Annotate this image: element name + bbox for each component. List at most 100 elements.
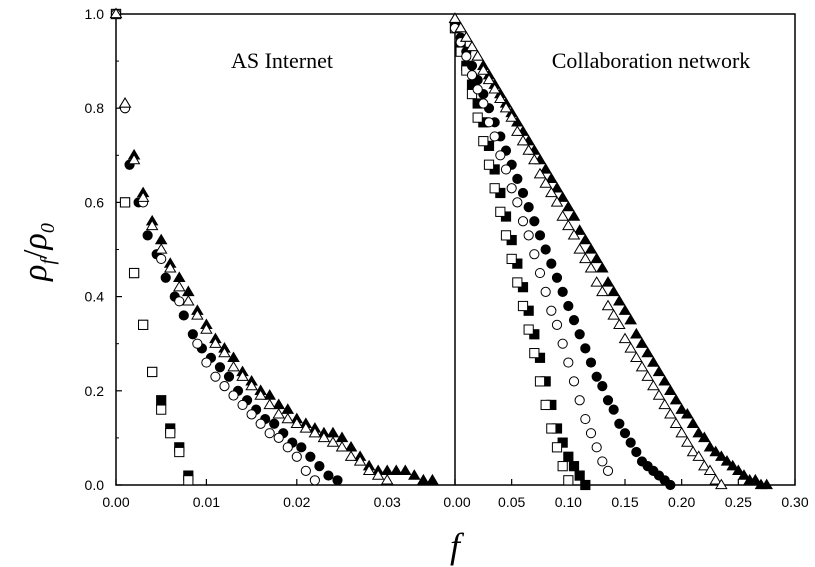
data-point-triangle-filled	[550, 181, 564, 193]
data-point-triangle-open	[647, 379, 660, 391]
x-tick-label: 0.05	[498, 494, 525, 510]
data-point-triangle-open	[635, 360, 649, 372]
data-point-triangle-open	[488, 82, 501, 94]
data-point-circle-open	[557, 338, 568, 349]
x-tick-label: 0.03	[374, 494, 401, 510]
data-point-circle-filled	[178, 310, 189, 321]
data-point-triangle-filled	[726, 459, 739, 471]
data-point-triangle-open	[454, 21, 467, 33]
data-point-circle-filled	[523, 202, 534, 213]
data-point-circle-open	[309, 475, 320, 486]
data-point-triangle-open	[567, 228, 581, 240]
data-point-circle-open	[506, 183, 517, 194]
data-point-triangle-filled	[760, 478, 773, 490]
data-point-circle-open	[264, 428, 275, 439]
data-point-triangle-open	[596, 285, 609, 297]
data-point-square-open	[156, 404, 167, 415]
data-point-triangle-filled	[703, 440, 717, 452]
data-point-circle-filled	[305, 451, 316, 462]
data-point-square-open	[500, 230, 512, 241]
data-point-triangle-open	[573, 243, 586, 254]
data-point-circle-filled	[323, 470, 334, 481]
data-point-circle-open	[472, 84, 483, 95]
data-point-triangle-filled	[652, 365, 666, 377]
data-point-triangle-open	[299, 422, 313, 433]
data-point-triangle-open	[465, 40, 479, 52]
data-point-circle-open	[546, 305, 557, 316]
data-point-triangle-filled	[545, 172, 558, 184]
data-point-triangle-filled	[664, 384, 677, 395]
data-point-triangle-open	[127, 153, 141, 165]
data-point-square-open	[478, 136, 489, 147]
data-point-triangle-open	[533, 167, 547, 179]
data-point-circle-filled	[608, 404, 619, 415]
x-tick-label: 0.30	[781, 494, 808, 510]
data-point-circle-open	[540, 286, 551, 297]
data-point-circle-open	[483, 117, 495, 128]
y-label-rho-f: ρ	[17, 265, 54, 282]
data-point-square-open	[517, 300, 529, 312]
data-point-circle-filled	[619, 428, 631, 439]
data-point-triangle-open	[528, 153, 541, 165]
data-point-triangle-filled	[618, 304, 632, 315]
y-tick-label: 1.0	[85, 6, 105, 22]
data-point-circle-filled	[512, 173, 523, 184]
data-point-triangle-open	[477, 64, 490, 75]
data-point-square-filled	[580, 479, 591, 491]
data-point-triangle-open	[709, 473, 722, 485]
data-point-triangle-open	[362, 464, 376, 476]
y-tick-label: 0.4	[85, 289, 105, 305]
data-point-triangle-open	[380, 473, 394, 485]
y-label-slash: /	[17, 249, 54, 259]
x-tick-label: 0.01	[193, 494, 220, 510]
data-point-circle-filled	[223, 371, 235, 382]
data-point-square-open	[138, 319, 149, 330]
data-point-triangle-open	[522, 144, 535, 155]
data-point-circle-open	[210, 371, 221, 382]
data-point-square-open	[472, 112, 483, 123]
data-point-circle-filled	[580, 343, 591, 354]
data-point-circle-filled	[585, 357, 597, 368]
data-point-circle-filled	[574, 329, 585, 340]
data-point-triangle-filled	[584, 243, 598, 254]
plot-frame	[115, 13, 796, 486]
data-point-square-open	[546, 423, 557, 434]
data-point-triangle-open	[618, 332, 632, 344]
data-point-triangle-filled	[737, 469, 751, 480]
data-point-triangle-filled	[658, 375, 671, 386]
data-point-circle-open	[219, 380, 230, 392]
data-point-square-filled	[574, 470, 585, 481]
data-point-circle-filled	[602, 395, 614, 406]
x-tick-label: 0.20	[668, 494, 695, 510]
data-point-triangle-open	[579, 252, 592, 264]
data-point-circle-filled	[529, 216, 540, 227]
axis-ticks: 0.0 0.2 0.4 0.6 0.8 1.0 0.00 0.01 0.02 0.03 0.00 0.…	[85, 6, 809, 510]
data-point-triangle-open	[154, 243, 168, 254]
data-point-triangle-open	[613, 318, 626, 330]
data-point-triangle-open	[109, 7, 123, 19]
data-point-triangle-open	[607, 309, 620, 320]
data-point-circle-open	[512, 197, 523, 208]
y-tick-label: 0.2	[85, 383, 105, 399]
data-point-triangle-open	[254, 389, 267, 400]
data-point-triangle-filled	[681, 407, 694, 419]
data-point-triangle-open	[664, 407, 677, 419]
data-point-square-open	[540, 399, 551, 411]
data-point-square-open	[495, 206, 506, 217]
data-point-square-open	[512, 277, 523, 288]
data-point-circle-open	[174, 296, 185, 307]
data-point-triangle-filled	[556, 191, 569, 202]
data-point-circle-filled	[142, 230, 153, 241]
data-point-square-open	[147, 366, 158, 378]
y-tick-label: 0.6	[85, 194, 105, 210]
data-point-triangle-filled	[579, 233, 592, 245]
data-point-circle-filled	[160, 272, 171, 283]
data-point-circle-open	[580, 413, 591, 425]
data-point-triangle-filled	[607, 285, 620, 297]
data-point-triangle-open	[686, 445, 700, 457]
data-point-circle-open	[551, 319, 563, 330]
data-point-triangle-filled	[686, 417, 700, 428]
data-point-triangle-filled	[720, 455, 734, 466]
data-point-triangle-open	[163, 261, 177, 273]
data-point-triangle-open	[675, 426, 688, 438]
